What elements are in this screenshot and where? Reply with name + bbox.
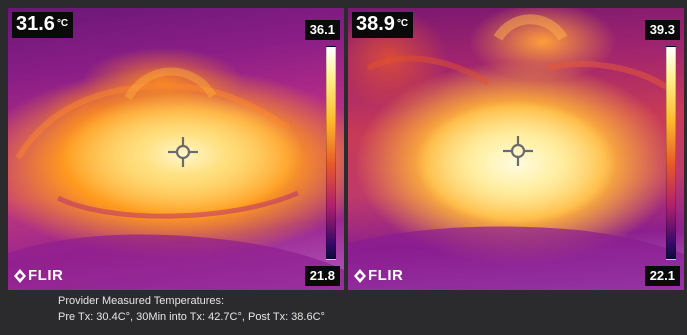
flir-logo: FLIR bbox=[14, 267, 63, 284]
scale-min-temperature: 22.1 bbox=[644, 266, 680, 286]
body-contours-left bbox=[8, 67, 344, 290]
caption-line-title: Provider Measured Temperatures: bbox=[58, 295, 225, 307]
temperature-scale-bar bbox=[666, 46, 676, 260]
thermal-image-right: 38.9 °C 39.3 22.1 FLIR bbox=[348, 8, 684, 290]
spot-temperature-readout: 38.9 °C bbox=[352, 12, 414, 38]
scale-max-temperature: 39.3 bbox=[644, 20, 680, 40]
spot-temperature-value: 31.6 bbox=[16, 13, 55, 35]
flir-logo-text: FLIR bbox=[28, 267, 64, 284]
thermal-image-left: 31.6 °C 36.1 21.8 FLIR bbox=[8, 8, 344, 290]
temperature-unit: °C bbox=[396, 18, 409, 29]
thermal-heatmap-right bbox=[348, 8, 684, 290]
flir-logo-icon bbox=[354, 268, 366, 283]
body-contours-right bbox=[348, 14, 684, 290]
measurement-caption: Provider Measured Temperatures: Pre Tx: … bbox=[58, 293, 325, 325]
temperature-scale-bar bbox=[326, 46, 336, 260]
spot-temperature-value: 38.9 bbox=[356, 13, 395, 35]
crosshair-icon bbox=[503, 136, 533, 166]
spot-temperature-readout: 31.6 °C bbox=[12, 12, 74, 38]
flir-logo-icon bbox=[14, 268, 26, 283]
temperature-unit: °C bbox=[56, 18, 69, 29]
flir-logo: FLIR bbox=[354, 267, 403, 284]
scale-max-temperature: 36.1 bbox=[304, 20, 340, 40]
thermal-heatmap-left bbox=[8, 8, 344, 290]
flir-logo-text: FLIR bbox=[368, 267, 404, 284]
caption-line-values: Pre Tx: 30.4C°, 30Min into Tx: 42.7C°, P… bbox=[58, 311, 325, 323]
crosshair-icon bbox=[168, 137, 198, 167]
scale-min-temperature: 21.8 bbox=[304, 266, 340, 286]
